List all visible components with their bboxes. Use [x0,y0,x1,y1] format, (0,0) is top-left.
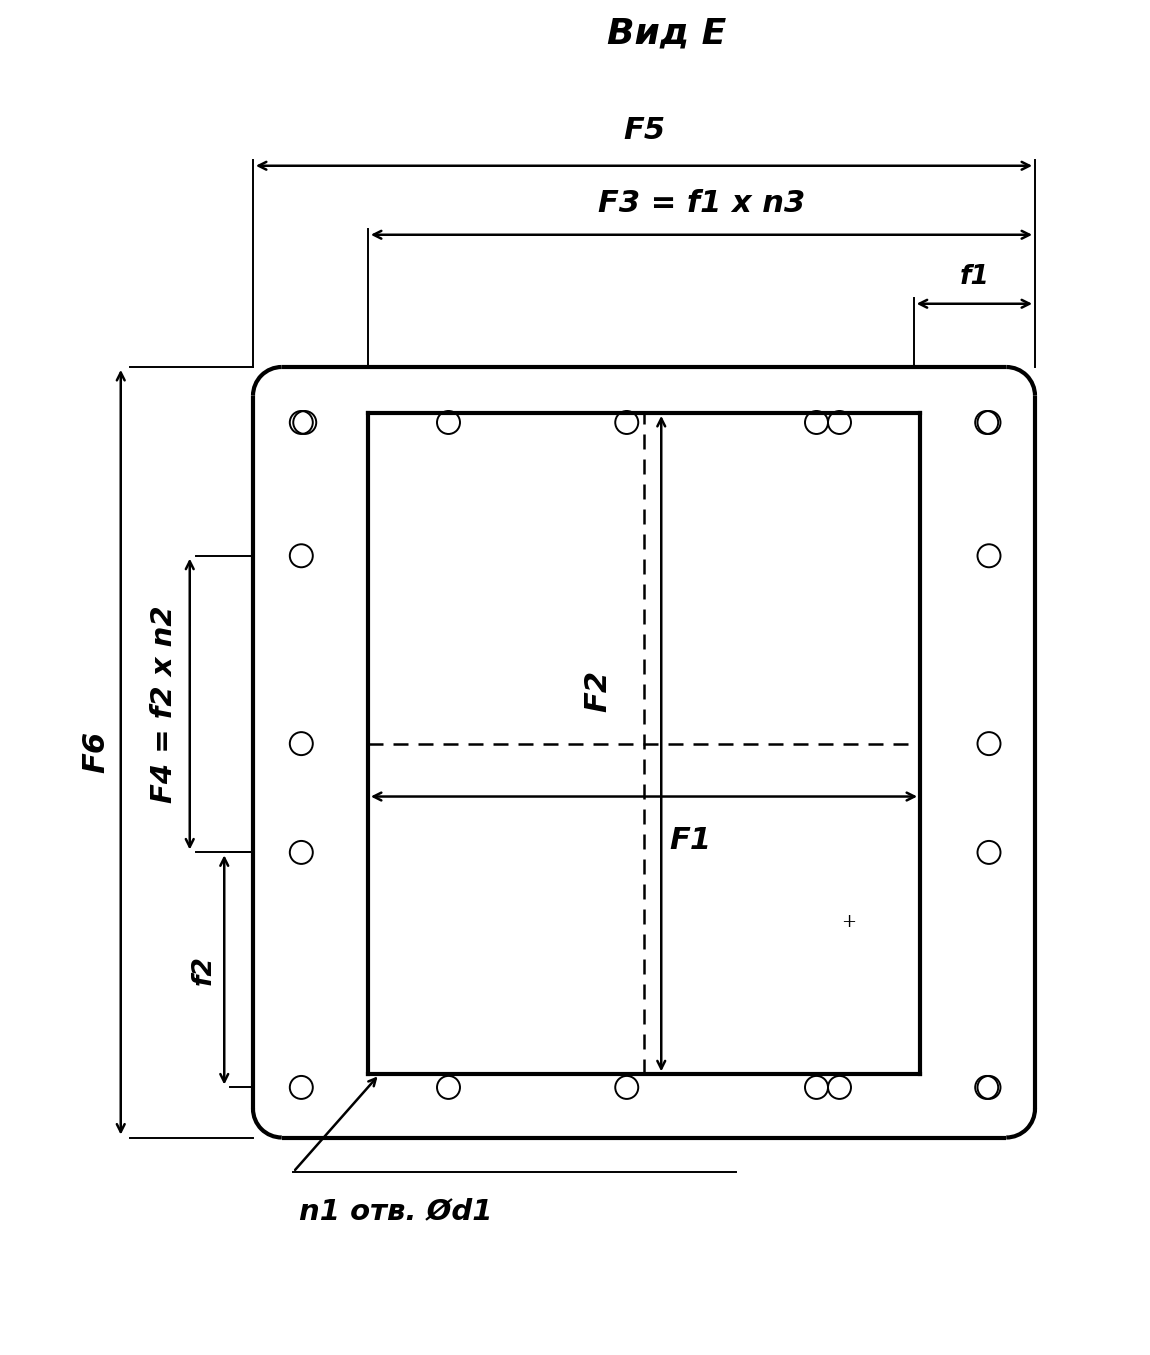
Text: F3 = f1 x n3: F3 = f1 x n3 [598,188,805,218]
Text: F1: F1 [669,825,711,855]
Text: F4 = f2 x n2: F4 = f2 x n2 [151,606,178,804]
Text: n1 отв. Ød1: n1 отв. Ød1 [299,1198,492,1225]
Text: +: + [841,913,856,931]
Text: F2: F2 [583,669,613,711]
Text: F6: F6 [81,732,110,774]
Text: f1: f1 [959,264,989,290]
Text: F5: F5 [623,117,665,145]
Text: Вид E: Вид E [607,16,727,50]
Text: f2: f2 [191,955,216,985]
